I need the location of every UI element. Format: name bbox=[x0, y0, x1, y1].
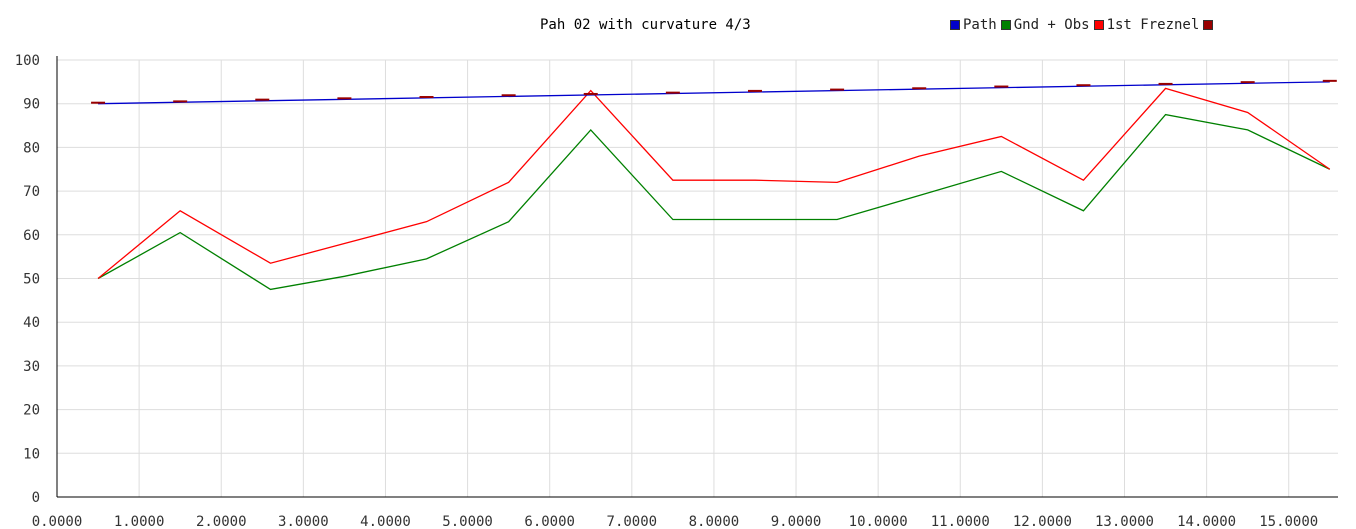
y-tick-label: 0 bbox=[32, 490, 40, 506]
x-tick-label: 6.0000 bbox=[524, 514, 575, 529]
y-tick-label: 10 bbox=[23, 446, 40, 462]
y-tick-label: 70 bbox=[23, 184, 40, 200]
x-tick-label: 5.0000 bbox=[442, 514, 493, 529]
legend-swatch-path bbox=[950, 20, 960, 30]
x-tick-label: 12.0000 bbox=[1013, 514, 1072, 529]
x-tick-label: 13.0000 bbox=[1095, 514, 1154, 529]
x-tick-label: 0.0000 bbox=[32, 514, 83, 529]
series-line-path bbox=[98, 81, 1330, 105]
legend-swatch-gnd-obs bbox=[1000, 20, 1011, 30]
legend-entry-marker bbox=[1203, 20, 1216, 30]
x-tick-label: 15.0000 bbox=[1259, 514, 1318, 529]
x-tick-label: 9.0000 bbox=[771, 514, 822, 529]
x-tick-label: 14.0000 bbox=[1177, 514, 1236, 529]
legend-swatch-freznel bbox=[1093, 20, 1104, 30]
legend-entry-path: Path bbox=[950, 17, 997, 33]
y-tick-label: 20 bbox=[23, 403, 40, 419]
series-line-freznel bbox=[97, 87, 1331, 280]
legend-entry-freznel: 1st Freznel bbox=[1093, 17, 1200, 33]
x-tick-label: 10.0000 bbox=[849, 514, 908, 529]
y-tick-label: 90 bbox=[23, 97, 40, 113]
chart-title: Pah 02 with curvature 4/3 bbox=[540, 17, 751, 33]
y-tick-label: 80 bbox=[23, 140, 40, 156]
x-tick-label: 2.0000 bbox=[196, 514, 247, 529]
legend-label-gnd-obs: Gnd + Obs bbox=[1013, 17, 1090, 33]
x-tick-label: 3.0000 bbox=[278, 514, 329, 529]
chart-legend: Path Gnd + Obs 1st Freznel bbox=[950, 17, 1220, 33]
y-tick-label: 40 bbox=[23, 315, 40, 331]
legend-swatch-marker bbox=[1203, 20, 1214, 30]
y-tick-label: 30 bbox=[23, 359, 40, 375]
series-line-gnd-obs bbox=[97, 113, 1331, 291]
legend-entry-gnd-obs: Gnd + Obs bbox=[1000, 17, 1090, 33]
y-tick-label: 60 bbox=[23, 228, 40, 244]
x-tick-label: 7.0000 bbox=[607, 514, 658, 529]
legend-label-freznel: 1st Freznel bbox=[1106, 17, 1200, 33]
legend-label-path: Path bbox=[963, 17, 997, 33]
x-tick-label: 4.0000 bbox=[360, 514, 411, 529]
x-tick-label: 8.0000 bbox=[689, 514, 740, 529]
y-tick-label: 50 bbox=[23, 272, 40, 288]
x-tick-label: 1.0000 bbox=[114, 514, 165, 529]
y-tick-label: 100 bbox=[15, 53, 40, 69]
x-tick-label: 11.0000 bbox=[931, 514, 990, 529]
